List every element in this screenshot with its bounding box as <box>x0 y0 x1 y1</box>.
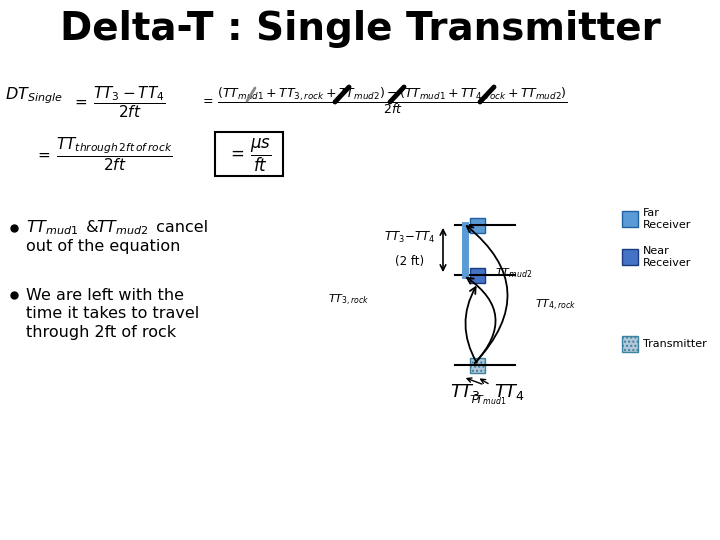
Text: &: & <box>81 220 104 235</box>
Bar <box>215 132 283 176</box>
Text: $DT_{Single}$: $DT_{Single}$ <box>5 85 63 106</box>
Text: $TT_{mud1}$: $TT_{mud1}$ <box>469 393 506 407</box>
Text: $TT_{mud2}$: $TT_{mud2}$ <box>495 266 532 280</box>
Bar <box>470 218 485 233</box>
Text: $=\,\dfrac{\mu s}{ft}$: $=\,\dfrac{\mu s}{ft}$ <box>227 137 271 173</box>
Text: $TT_3$: $TT_3$ <box>449 382 480 402</box>
Text: $=\,\dfrac{TT_{through\, 2ft\, of\, rock}}{2ft}$: $=\,\dfrac{TT_{through\, 2ft\, of\, rock… <box>35 135 173 173</box>
Text: $=\,\dfrac{TT_3 - TT_4}{2ft}$: $=\,\dfrac{TT_3 - TT_4}{2ft}$ <box>72 85 166 120</box>
Text: We are left with the: We are left with the <box>26 287 184 302</box>
Text: $TT_{4,rock}$: $TT_{4,rock}$ <box>535 298 577 313</box>
Bar <box>622 336 638 352</box>
Bar <box>470 268 485 283</box>
Text: $=\,\dfrac{(TT_{mud1}+TT_{3,rock}+TT_{mud2})-(TT_{mud1}+TT_{4,rock}+TT_{mud2})}{: $=\,\dfrac{(TT_{mud1}+TT_{3,rock}+TT_{mu… <box>200 85 568 116</box>
Bar <box>622 249 638 265</box>
Text: Delta-T : Single Transmitter: Delta-T : Single Transmitter <box>60 10 660 48</box>
Text: $TT_{3,rock}$: $TT_{3,rock}$ <box>328 293 370 308</box>
Text: Far
Receiver: Far Receiver <box>643 208 691 230</box>
Text: Near
Receiver: Near Receiver <box>643 246 691 268</box>
Text: $TT_3\!-\!TT_4$: $TT_3\!-\!TT_4$ <box>384 230 436 245</box>
Text: through 2ft of rock: through 2ft of rock <box>26 326 176 341</box>
Text: $TT_4$: $TT_4$ <box>495 382 526 402</box>
Text: cancel: cancel <box>151 220 208 235</box>
Bar <box>470 358 485 373</box>
Text: Transmitter: Transmitter <box>643 339 707 349</box>
Text: $TT_{mud2}$: $TT_{mud2}$ <box>96 219 148 238</box>
Text: out of the equation: out of the equation <box>26 240 181 254</box>
Bar <box>622 211 638 227</box>
Text: time it takes to travel: time it takes to travel <box>26 307 199 321</box>
Text: $TT_{mud1}$: $TT_{mud1}$ <box>26 219 78 238</box>
Text: (2 ft): (2 ft) <box>395 255 425 268</box>
